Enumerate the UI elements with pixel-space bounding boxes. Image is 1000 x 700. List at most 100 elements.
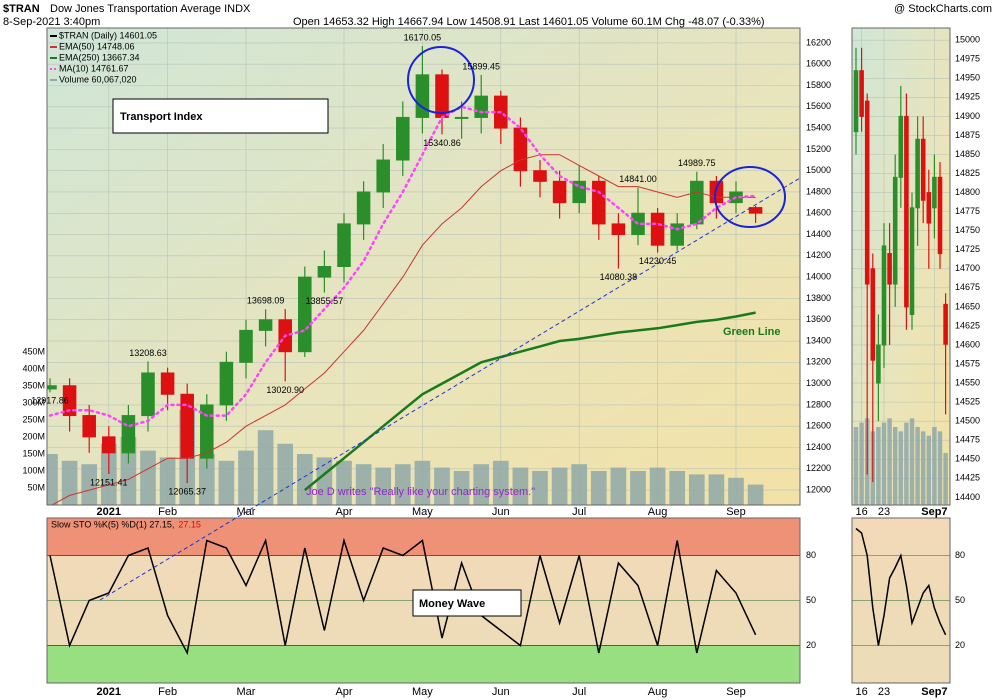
volume-bar: [100, 443, 117, 505]
candle-body: [926, 192, 932, 224]
volume-bar: [47, 454, 58, 505]
candle-body: [943, 303, 948, 345]
y-tick-label: 14725: [955, 244, 980, 254]
x-tick-label: Sep: [726, 506, 746, 518]
y-tick-label: 15200: [806, 144, 831, 154]
y-tick-label: 20: [806, 640, 816, 650]
y-tick-label: 14675: [955, 282, 980, 292]
candle-body: [258, 319, 273, 331]
x-tick-label: Jun: [492, 506, 510, 518]
zone: [47, 645, 800, 683]
y-tick-label: 20: [955, 640, 965, 650]
price-label: 14989.75: [678, 158, 716, 168]
candle-body: [881, 245, 887, 346]
volume-bar: [571, 464, 588, 505]
candle-body: [650, 212, 665, 246]
x-tick-label: 16: [855, 686, 867, 698]
volume-bar: [551, 467, 568, 505]
volume-bar: [898, 431, 904, 505]
y-tick-label: 13200: [806, 357, 831, 367]
y-tick-label: 14000: [806, 272, 831, 282]
price-label: 12917.86: [31, 396, 69, 406]
y-tick-label: 14625: [955, 320, 980, 330]
legend-entry: 27.15: [178, 519, 201, 529]
x-tick-label: May: [412, 686, 433, 698]
y-tick-label: 80: [955, 550, 965, 560]
y-tick-label: 14925: [955, 92, 980, 102]
candle-body: [200, 404, 214, 459]
y-tick-label: 14800: [806, 186, 831, 196]
y-tick-label: 14875: [955, 130, 980, 140]
volume-bar: [355, 464, 372, 505]
volume-tick-label: 400M: [22, 363, 45, 373]
volume-bar: [920, 431, 926, 505]
x-tick-label: Mar: [237, 506, 256, 518]
candle-body: [415, 74, 430, 118]
candle-body: [474, 95, 488, 118]
price-label: 16170.05: [404, 32, 442, 42]
volume-bar: [296, 454, 313, 505]
x-tick-label: May: [412, 506, 433, 518]
y-tick-label: 14650: [955, 301, 980, 311]
money-wave-text: Money Wave: [419, 598, 485, 610]
candle-body: [356, 191, 371, 225]
price-label: 14230.45: [639, 256, 677, 266]
volume-bar: [630, 471, 646, 505]
candle-body: [932, 176, 937, 209]
volume-tick-label: 200M: [22, 431, 45, 441]
x-tick-label: Sep7: [921, 686, 947, 698]
source: @ StockCharts.com: [894, 3, 992, 15]
stoch-frame: [46, 517, 801, 684]
legend-entry: Volume 60,067,020: [59, 74, 137, 84]
x-tick-label: Aug: [648, 506, 668, 518]
candle-body: [859, 70, 864, 117]
y-tick-label: 14475: [955, 435, 980, 445]
candle-body: [670, 223, 684, 246]
legend-entry: EMA(50) 14748.06: [59, 41, 135, 51]
candle-body: [552, 180, 567, 204]
candle-body: [62, 385, 77, 417]
candle-body: [853, 70, 859, 133]
volume-bar: [909, 418, 915, 505]
volume-tick-label: 150M: [22, 448, 45, 458]
candle-body: [611, 223, 626, 236]
price-panel: [852, 28, 950, 505]
volume-bar: [728, 477, 744, 505]
y-tick-label: 14700: [955, 263, 980, 273]
candle-body: [870, 268, 876, 361]
symbol: $TRAN: [3, 3, 40, 15]
candle-body: [376, 159, 390, 193]
volume-bar: [859, 422, 864, 505]
y-tick-label: 14900: [955, 111, 980, 121]
volume-bar: [708, 474, 725, 505]
y-tick-label: 16000: [806, 59, 831, 69]
candle-body: [102, 436, 116, 454]
candle-body: [533, 170, 547, 182]
candle-body: [690, 180, 704, 225]
y-tick-label: 15600: [806, 101, 831, 111]
candle-body: [937, 176, 943, 255]
legend-entry: EMA(250) 13667.34: [59, 52, 140, 62]
candle-body: [876, 344, 881, 384]
y-tick-label: 14850: [955, 149, 980, 159]
candle-body: [904, 115, 909, 308]
volume-bar: [876, 427, 881, 505]
y-tick-label: 14575: [955, 358, 980, 368]
y-tick-label: 15000: [806, 165, 831, 175]
x-tick-label: Sep: [726, 686, 746, 698]
y-tick-label: 16200: [806, 37, 831, 47]
title-box-text: Transport Index: [120, 111, 203, 123]
x-tick-label: Aug: [648, 686, 668, 698]
y-tick-label: 12000: [806, 484, 831, 494]
trend-line: [99, 177, 801, 601]
candle-body: [915, 138, 920, 209]
volume-bar: [218, 460, 235, 505]
price-label: 13020.90: [266, 385, 304, 395]
quote: Open 14653.32 High 14667.94 Low 14508.91…: [293, 16, 765, 28]
y-tick-label: 14400: [955, 492, 980, 502]
datetime: 8-Sep-2021 3:40pm: [3, 16, 100, 28]
candle-body: [887, 253, 892, 285]
volume-bar: [747, 484, 764, 505]
y-tick-label: 14775: [955, 206, 980, 216]
y-tick-label: 13600: [806, 314, 831, 324]
